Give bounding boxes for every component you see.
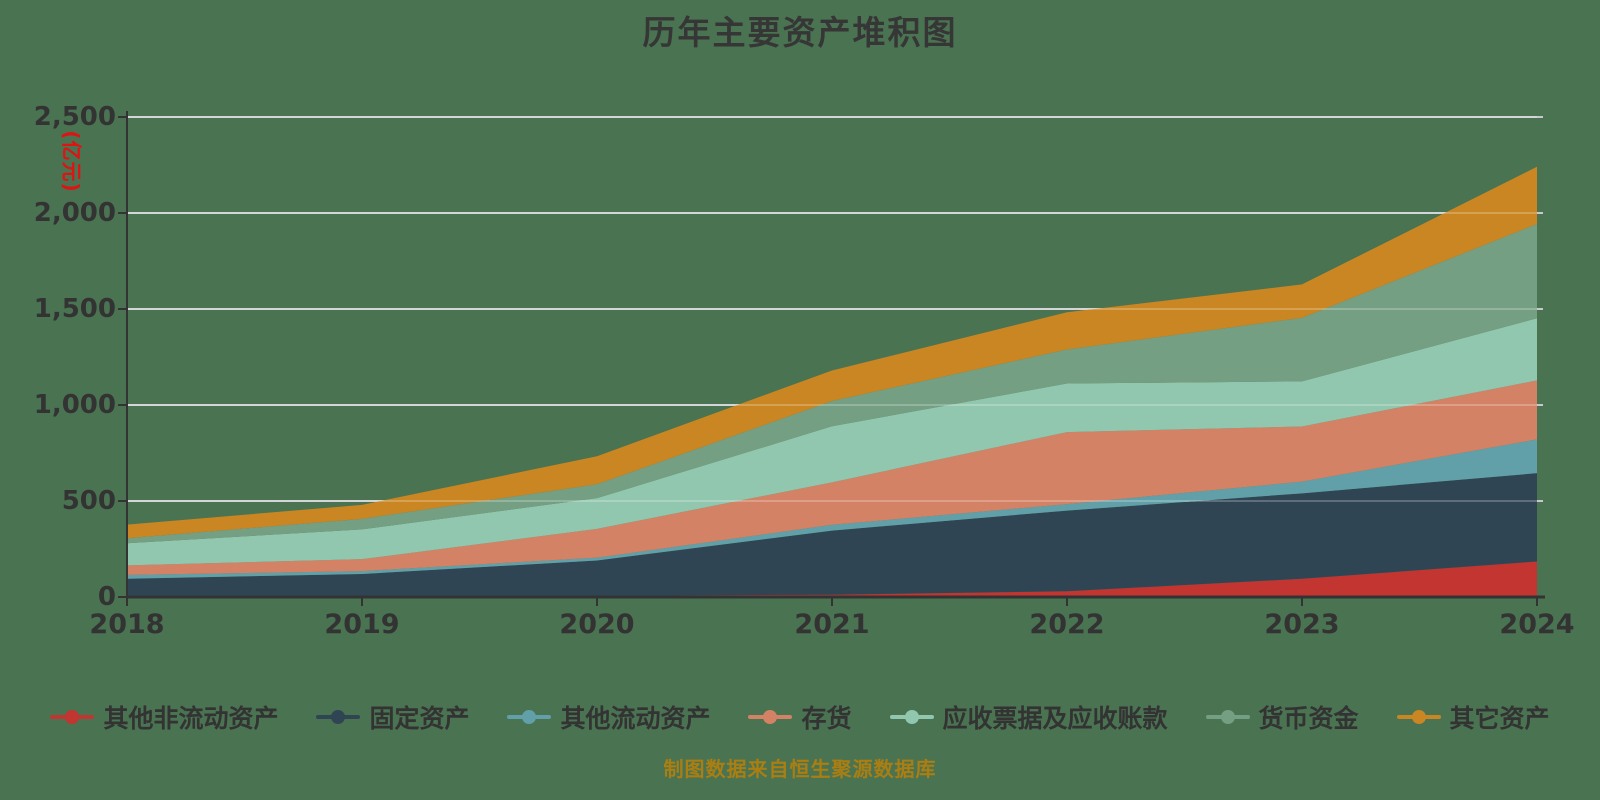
y-tick-label: 1,000 bbox=[33, 390, 116, 420]
legend-item-6[interactable]: 其它资产 bbox=[1396, 699, 1550, 735]
legend-item-0[interactable]: 其他非流动资产 bbox=[50, 699, 278, 735]
x-tick-label: 2020 bbox=[559, 609, 635, 640]
legend-item-3[interactable]: 存货 bbox=[748, 699, 852, 735]
legend-label: 货币资金 bbox=[1258, 704, 1359, 733]
legend-label: 其他流动资产 bbox=[560, 704, 711, 733]
legend-label: 应收票据及应收账款 bbox=[942, 704, 1168, 733]
legend-dot bbox=[522, 710, 537, 724]
x-tick-label: 2019 bbox=[324, 609, 400, 640]
legend-label: 其他非流动资产 bbox=[103, 704, 279, 733]
data-source-note: 制图数据来自恒生聚源数据库 bbox=[663, 757, 937, 781]
legend-item-4[interactable]: 应收票据及应收账款 bbox=[889, 699, 1168, 735]
legend-line-dot-icon bbox=[748, 709, 793, 725]
chart-legend: 其他非流动资产 固定资产 其他流动资产 存货 应收票据及应收账款 货币资金 其它资产 bbox=[0, 698, 1600, 736]
legend-label: 固定资产 bbox=[369, 704, 470, 733]
y-tick-label: 1,500 bbox=[33, 294, 116, 324]
x-tick-label: 2018 bbox=[89, 609, 165, 640]
legend-dot bbox=[1411, 710, 1426, 724]
legend-line-dot-icon bbox=[50, 709, 95, 725]
x-tick-label: 2022 bbox=[1029, 609, 1105, 640]
area-series-0 bbox=[127, 561, 1537, 597]
area-series-3 bbox=[127, 380, 1537, 575]
legend-label: 存货 bbox=[801, 704, 852, 733]
legend-line-dot-icon bbox=[507, 709, 552, 725]
legend-label: 其它资产 bbox=[1449, 704, 1550, 733]
y-tick-label: 0 bbox=[97, 582, 116, 612]
legend-dot bbox=[1220, 710, 1235, 724]
legend-dot bbox=[65, 710, 80, 724]
legend-line-dot-icon bbox=[1396, 709, 1441, 725]
legend-dot bbox=[331, 710, 346, 724]
legend-item-5[interactable]: 货币资金 bbox=[1205, 699, 1359, 735]
legend-line-dot-icon bbox=[1205, 709, 1250, 725]
area-series-1 bbox=[127, 473, 1537, 597]
area-series-4 bbox=[127, 318, 1537, 566]
legend-dot bbox=[904, 710, 919, 724]
legend-line-dot-icon bbox=[316, 709, 361, 725]
y-tick-label: 2,000 bbox=[33, 198, 116, 228]
x-tick-label: 2021 bbox=[794, 609, 870, 640]
legend-dot bbox=[763, 710, 778, 724]
y-tick-label: 500 bbox=[61, 486, 116, 516]
legend-item-2[interactable]: 其他流动资产 bbox=[507, 699, 710, 735]
x-tick-label: 2024 bbox=[1499, 609, 1575, 640]
x-tick-label: 2023 bbox=[1264, 609, 1340, 640]
chart-title: 历年主要资产堆积图 bbox=[642, 13, 958, 52]
legend-line-dot-icon bbox=[889, 709, 934, 725]
y-tick-label: 2,500 bbox=[33, 102, 116, 132]
legend-item-1[interactable]: 固定资产 bbox=[316, 699, 469, 735]
